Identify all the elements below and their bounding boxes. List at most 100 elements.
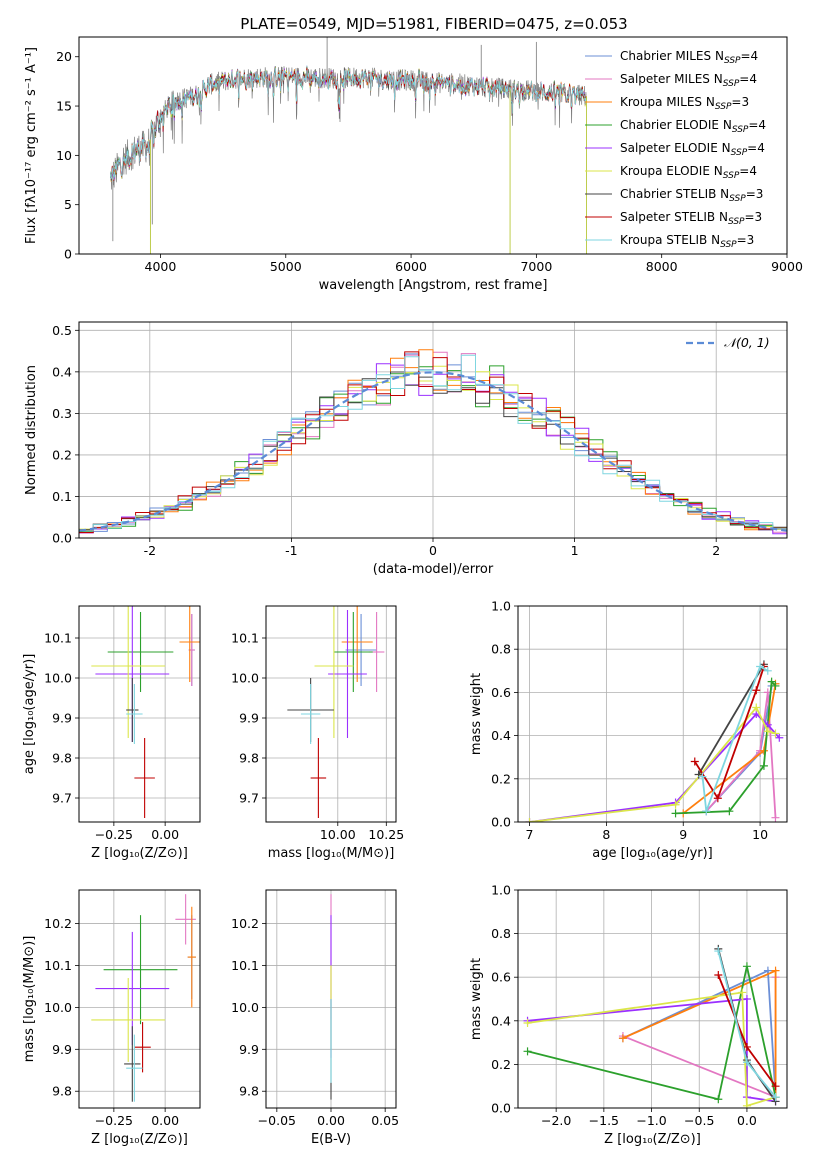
weight-line-kroupa-stelib	[701, 665, 769, 812]
legend-entry: Kroupa STELIB NSSP=3	[620, 233, 754, 250]
spectrum-legend: Chabrier MILES NSSP=4 Salpeter MILES NSSP…	[585, 49, 766, 250]
spectrum-marks	[110, 37, 587, 254]
spectrum-xtick-label: 9000	[771, 259, 803, 274]
mass-vs-Z-xlabel: Z [log₁₀(Z/Z⊙)]	[91, 1132, 188, 1147]
mass-vs-Z-ytick-label: 10.1	[44, 958, 72, 973]
weight-marker	[742, 962, 751, 971]
residuals-ytick-label: 0.2	[52, 447, 72, 462]
residuals-xtick-label: 2	[712, 543, 720, 558]
mass-weight-vs-age-xtick-label: 8	[602, 827, 610, 842]
mass-weight-vs-Z-frame	[517, 889, 788, 1109]
age-vs-mass-frame	[265, 605, 397, 823]
weight-marker	[725, 807, 734, 816]
residuals-xtick-label: 0	[429, 543, 437, 558]
spectrum-xtick-label: 5000	[270, 259, 302, 274]
legend-entry: Salpeter STELIB NSSP=3	[620, 210, 762, 227]
weight-marker	[738, 988, 747, 997]
weight-line-chabrier-elodie	[527, 966, 777, 1101]
spectrum-xtick-label: 7000	[520, 259, 552, 274]
mass-weight-vs-Z-ytick-label: 0.0	[491, 1101, 511, 1116]
mass-weight-vs-Z-xtick-label: −2.0	[541, 1113, 571, 1128]
weight-marker	[752, 686, 761, 695]
mass-vs-EBV-frame	[265, 889, 397, 1109]
residuals-ytick-label: 0.4	[52, 364, 72, 379]
point-chabrier-elodie	[103, 915, 178, 1025]
mass-vs-Z-axes: −0.25 0.00 9.8 9.9 10.0 10.1 10.2 Z [log₁₀(Z/Z⊙…	[22, 889, 201, 1147]
mass-weight-vs-age-marks	[525, 660, 784, 822]
normal-legend-label: 𝒩(0, 1)	[724, 335, 770, 350]
mass-weight-vs-Z-ylabel: mass weight	[469, 958, 484, 1040]
spectrum-xtick-label: 8000	[646, 259, 678, 274]
spectrum-xlabel: wavelength [Angstrom, rest frame]	[319, 278, 548, 293]
mass-vs-Z-ytick-label: 10.0	[44, 1000, 72, 1015]
mass-vs-EBV-ytick-label: 9.8	[239, 1084, 259, 1099]
residuals-frame	[78, 321, 788, 539]
weight-marker	[742, 1058, 751, 1067]
age-vs-mass-ytick-label: 9.7	[239, 791, 259, 806]
mass-weight-vs-Z-ytick-label: 1.0	[491, 883, 511, 898]
weight-marker	[671, 800, 680, 809]
point-kroupa-elodie	[91, 978, 166, 1062]
mass-weight-vs-age-xtick-label: 9	[679, 827, 687, 842]
age-vs-mass-xlabel: mass [log₁₀(M/M⊙)]	[268, 846, 395, 861]
weight-marker	[698, 772, 707, 781]
weight-marker	[742, 1101, 751, 1108]
legend-entry: Chabrier MILES NSSP=4	[620, 49, 758, 66]
mass-weight-vs-Z-ytick-label: 0.6	[491, 970, 511, 985]
weight-line-chabrier-stelib	[697, 663, 765, 775]
mass-vs-EBV-ytick-label: 10.2	[231, 916, 259, 931]
mass-vs-EBV-axes: −0.05 0.00 0.05 9.8 9.9 10.0 10.1 10.2 E(B-V)	[231, 889, 399, 1147]
model-spectrum-kroupa-stelib	[110, 67, 587, 180]
age-vs-Z-ytick-label: 9.7	[52, 791, 72, 806]
age-vs-Z-ytick-label: 9.8	[52, 751, 72, 766]
spectrum-ylabel: Flux [fλ10⁻¹⁷ erg cm⁻² s⁻¹ A⁻¹]	[24, 47, 39, 244]
legend-entry: Chabrier STELIB NSSP=3	[620, 187, 763, 204]
mass-weight-vs-Z-xtick-label: 0.0	[737, 1113, 757, 1128]
weight-marker	[771, 729, 780, 738]
mass-weight-vs-Z-xlabel: Z [log₁₀(Z/Z⊙)]	[604, 1132, 701, 1147]
weight-marker	[702, 807, 711, 816]
mass-weight-vs-age-ylabel: mass weight	[469, 673, 484, 755]
mass-vs-EBV-ytick-label: 9.9	[239, 1042, 259, 1057]
weight-marker	[713, 794, 722, 803]
point-salpeter-elodie	[328, 610, 367, 738]
age-vs-Z-marks	[91, 606, 200, 818]
age-vs-Z-ytick-label: 10.0	[44, 671, 72, 686]
age-vs-mass-xtick-label: 10.00	[320, 827, 356, 842]
mass-weight-vs-Z-xtick-label: −1.5	[589, 1113, 619, 1128]
mass-vs-EBV-ytick-label: 10.1	[231, 958, 259, 973]
weight-marker	[714, 1095, 723, 1104]
legend-entry: Salpeter ELODIE NSSP=4	[620, 141, 765, 158]
mass-vs-Z-frame	[78, 889, 201, 1109]
residuals-xtick-label: -2	[144, 543, 156, 558]
weight-marker	[671, 809, 680, 818]
weight-marker	[690, 757, 699, 766]
age-vs-Z-ytick-label: 10.1	[44, 631, 72, 646]
normal-distribution-curve	[79, 371, 787, 532]
point-kroupa-elodie	[314, 606, 354, 738]
point-chabrier-elodie	[107, 612, 174, 692]
point-salpeter-miles	[175, 894, 196, 945]
residuals-xtick-label: 1	[571, 543, 579, 558]
age-vs-mass-axes: 10.00 10.25 9.7 9.8 9.9 10.0 10.1 mass [log₁₀(M…	[231, 605, 404, 861]
weight-marker	[767, 677, 776, 686]
mass-vs-Z-marks	[91, 894, 196, 1102]
age-vs-mass-ytick-label: 10.1	[231, 631, 259, 646]
mass-weight-vs-Z-ytick-label: 0.2	[491, 1057, 511, 1072]
mass-weight-vs-Z-xtick-label: −0.5	[684, 1113, 714, 1128]
residuals-axes: -2 -1 0 1 2 0.0 0.1 0.2 0.3 0.4 0.5 (data-model)/er…	[24, 321, 788, 577]
mass-weight-vs-age-frame	[517, 605, 788, 823]
point-kroupa-miles	[341, 606, 373, 682]
weight-marker	[618, 1034, 627, 1043]
point-salpeter-stelib	[134, 738, 155, 818]
age-vs-Z-ytick-label: 9.9	[52, 711, 72, 726]
age-vs-mass-marks	[287, 606, 385, 818]
weight-marker	[771, 681, 780, 690]
mass-weight-vs-age-ytick-label: 0.4	[491, 728, 511, 743]
mass-vs-EBV-xtick-label: 0.05	[371, 1113, 399, 1128]
mass-weight-vs-age-ytick-label: 0.6	[491, 685, 511, 700]
residuals-marks	[79, 349, 787, 535]
weight-marker	[714, 971, 723, 980]
mass-weight-vs-Z-ytick-label: 0.8	[491, 926, 511, 941]
mass-weight-vs-Z-ytick-label: 0.4	[491, 1013, 511, 1028]
